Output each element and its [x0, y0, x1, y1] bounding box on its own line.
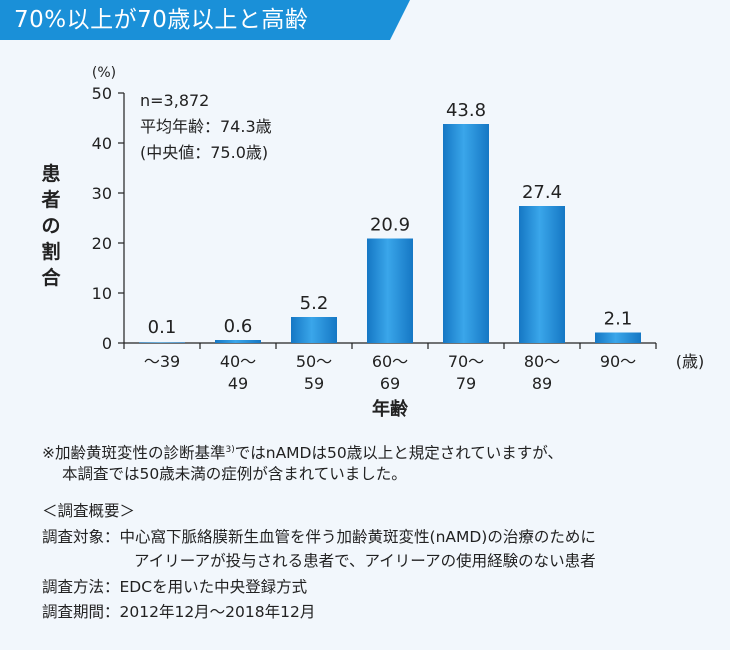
bar: [519, 206, 565, 343]
banner-title: 70%以上が70歳以上と高齢: [14, 7, 309, 33]
overview-method: 調査方法：EDCを用いた中央登録方式: [42, 576, 307, 598]
y-tick-label: 0: [102, 334, 112, 353]
annotation-line: 平均年齢：74.3歳: [140, 117, 272, 136]
y-axis-title-char: 割: [41, 240, 60, 263]
x-tick-label: 〜39: [144, 352, 180, 371]
value-label: 2.1: [604, 309, 633, 330]
x-tick-label: 89: [532, 374, 552, 393]
x-tick-label: 79: [456, 374, 476, 393]
y-tick-label: 40: [92, 134, 112, 153]
footnote-text-1b: ではnAMDは50歳以上と規定されていますが、: [234, 444, 563, 463]
value-label: 0.1: [148, 317, 177, 338]
bar: [367, 238, 413, 343]
overview-target: 調査対象：中心窩下脈絡膜新生血管を伴う加齢黄斑変性(nAMD)の治療のために: [42, 526, 596, 548]
target-label: 調査対象：: [42, 528, 120, 546]
y-axis-title-char: 者: [41, 189, 60, 211]
annotation-line: n=3,872: [140, 91, 209, 110]
y-tick-label: 10: [92, 284, 112, 303]
target-line-2: アイリーアが投与される患者で、アイリーアの使用経験のない患者: [134, 552, 596, 570]
x-tick-label: 90〜: [600, 352, 636, 371]
overview-period: 調査期間：2012年12月〜2018年12月: [42, 601, 315, 623]
bar: [443, 124, 489, 343]
y-tick-label: 50: [92, 84, 112, 103]
x-tick-label: 80〜: [524, 352, 560, 371]
y-axis-title-char: 患: [41, 162, 60, 185]
period-value: 2012年12月〜2018年12月: [119, 603, 316, 621]
x-tick-label: 69: [380, 374, 400, 393]
footnote-line-1: ※加齢黄斑変性の診断基準3)ではnAMDは50歳以上と規定されていますが、: [42, 439, 563, 464]
footnote-text-1: ※加齢黄斑変性の診断基準: [42, 444, 226, 463]
x-tick-label: 60〜: [372, 352, 408, 371]
bar: [139, 342, 185, 343]
x-tick-label: 59: [304, 374, 324, 393]
bar: [215, 340, 261, 343]
y-axis-title-char: の: [41, 215, 60, 237]
y-axis-title-char: 合: [41, 266, 61, 289]
bar: [595, 332, 641, 343]
value-label: 5.2: [300, 293, 329, 314]
x-unit: (歳): [676, 352, 705, 371]
value-label: 0.6: [224, 316, 253, 337]
x-axis-title: 年齢: [372, 398, 409, 420]
title-banner: [0, 0, 410, 40]
value-label: 43.8: [446, 100, 486, 121]
x-tick-label: 49: [228, 374, 248, 393]
y-unit: (%): [92, 65, 116, 81]
x-tick-label: 70〜: [448, 352, 484, 371]
x-tick-label: 50〜: [296, 352, 332, 371]
y-tick-label: 20: [92, 234, 112, 253]
value-label: 20.9: [370, 215, 410, 236]
target-line-1: 中心窩下脈絡膜新生血管を伴う加齢黄斑変性(nAMD)の治療のために: [119, 528, 596, 546]
footnote-line-2: 本調査では50歳未満の症例が含まれていました。: [62, 465, 407, 483]
bar: [291, 317, 337, 343]
x-tick-label: 40〜: [220, 352, 256, 371]
annotation-line: (中央値：75.0歳): [140, 143, 268, 162]
footnote-ref: 3): [225, 445, 235, 455]
overview-heading: ＜調査概要＞: [42, 502, 136, 520]
method-value: EDCを用いた中央登録方式: [119, 578, 308, 596]
method-label: 調査方法：: [42, 578, 120, 596]
value-label: 27.4: [522, 182, 562, 203]
period-label: 調査期間：: [42, 603, 120, 621]
y-tick-label: 30: [92, 184, 112, 203]
